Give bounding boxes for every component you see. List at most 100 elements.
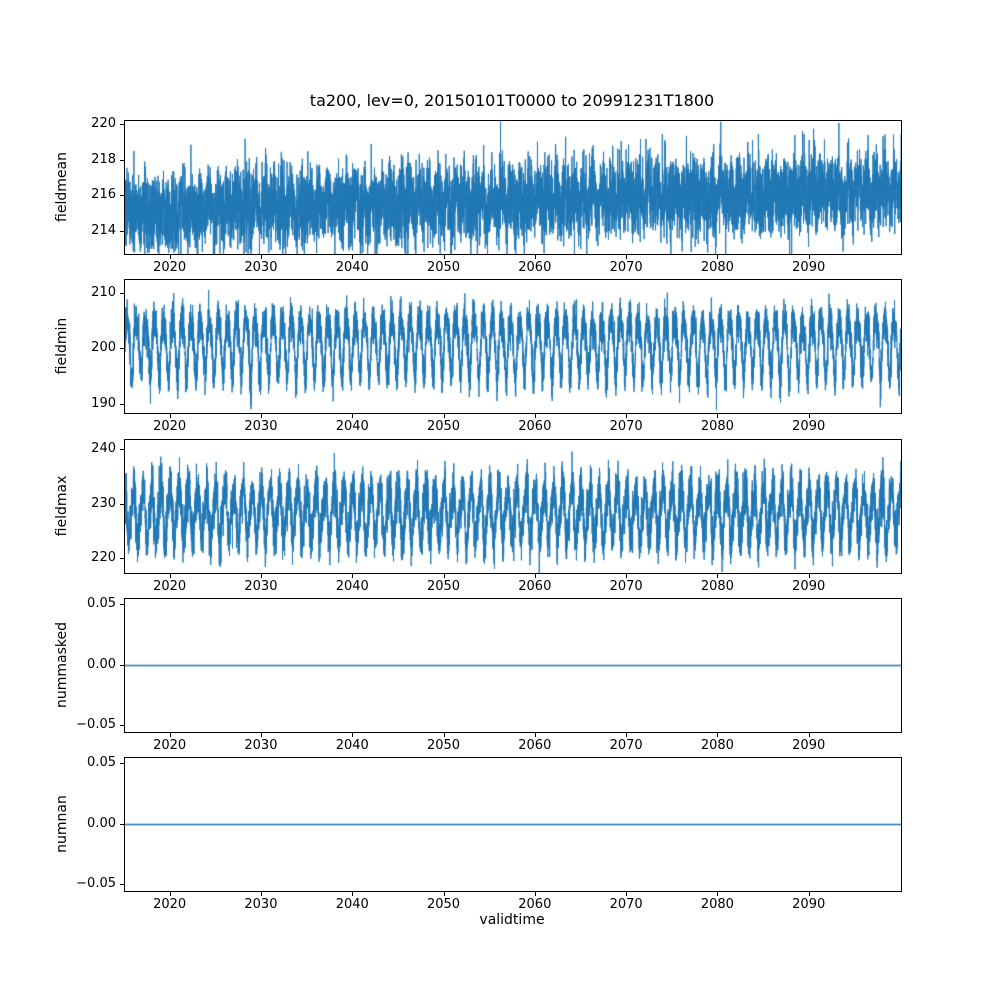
y-tick-label: 220 [91, 550, 116, 566]
y-tick-label: 190 [91, 395, 116, 411]
x-tick-label: 2040 [335, 579, 369, 594]
x-tick-mark [443, 414, 445, 418]
y-tick-label: −0.05 [76, 716, 116, 732]
x-tick-label: 2080 [700, 897, 734, 912]
y-tick-label: 214 [91, 223, 116, 239]
y-tick-label: 216 [91, 187, 116, 203]
x-tick-mark [352, 892, 354, 896]
x-tick-mark [626, 574, 628, 578]
x-tick-label: 2050 [426, 738, 461, 753]
x-tick-label: 2090 [792, 738, 826, 753]
subplot-fieldmax [124, 439, 902, 574]
y-tick-label: 0.05 [87, 596, 116, 612]
x-tick-mark [626, 892, 628, 896]
y-tick-label: 210 [91, 284, 116, 300]
y-tick-mark [120, 123, 124, 125]
x-tick-label: 2070 [609, 260, 643, 275]
plot-line-canvas-fieldmax [125, 440, 901, 573]
x-tick-label: 2030 [244, 579, 278, 594]
x-tick-mark [717, 733, 719, 737]
x-tick-label: 2020 [153, 897, 187, 912]
y-tick-label: 240 [91, 440, 116, 456]
x-tick-mark [717, 255, 719, 259]
x-tick-label: 2060 [518, 419, 552, 434]
x-tick-mark [808, 574, 810, 578]
x-tick-label: 2060 [518, 579, 552, 594]
x-tick-mark [534, 733, 536, 737]
x-tick-mark [443, 892, 445, 896]
x-tick-mark [352, 414, 354, 418]
x-tick-label: 2040 [335, 738, 369, 753]
subplot-fieldmin [124, 279, 902, 414]
y-tick-mark [120, 231, 124, 233]
x-tick-label: 2050 [426, 260, 461, 275]
plot-line-canvas-fieldmin [125, 280, 901, 413]
x-tick-mark [260, 414, 262, 418]
plot-line-canvas-fieldmean [125, 121, 901, 254]
x-tick-label: 2020 [153, 260, 187, 275]
x-tick-mark [626, 414, 628, 418]
x-tick-label: 2070 [609, 419, 643, 434]
x-tick-label: 2030 [244, 897, 278, 912]
x-tick-label: 2080 [700, 419, 734, 434]
x-tick-label: 2090 [792, 260, 826, 275]
x-tick-mark [260, 733, 262, 737]
y-tick-mark [120, 604, 124, 606]
plot-line-canvas-numnan [125, 758, 901, 891]
x-tick-label: 2090 [792, 579, 826, 594]
x-tick-mark [169, 733, 171, 737]
x-tick-mark [169, 574, 171, 578]
x-tick-mark [169, 414, 171, 418]
x-tick-label: 2040 [335, 419, 369, 434]
y-tick-mark [120, 664, 124, 666]
x-tick-label: 2030 [244, 738, 278, 753]
y-tick-mark [120, 448, 124, 450]
x-tick-label: 2040 [335, 897, 369, 912]
subplot-fieldmean [124, 120, 902, 255]
y-tick-mark [120, 292, 124, 294]
x-tick-label: 2080 [700, 579, 734, 594]
x-tick-label: 2050 [426, 419, 461, 434]
x-tick-label: 2050 [426, 579, 461, 594]
y-tick-label: −0.05 [76, 875, 116, 891]
x-tick-mark [808, 255, 810, 259]
y-tick-label: 200 [91, 340, 116, 356]
x-tick-label: 2030 [244, 419, 278, 434]
y-tick-label: 218 [91, 151, 116, 167]
x-tick-mark [443, 574, 445, 578]
x-tick-mark [260, 574, 262, 578]
x-tick-label: 2030 [244, 260, 278, 275]
x-tick-mark [717, 574, 719, 578]
y-tick-mark [120, 159, 124, 161]
x-tick-mark [260, 255, 262, 259]
y-tick-mark [120, 503, 124, 505]
x-tick-mark [352, 574, 354, 578]
x-tick-label: 2060 [518, 738, 552, 753]
x-tick-mark [534, 255, 536, 259]
x-tick-mark [443, 255, 445, 259]
subplot-numnan [124, 757, 902, 892]
subplot-nummasked [124, 598, 902, 733]
x-tick-mark [808, 414, 810, 418]
x-tick-label: 2070 [609, 738, 643, 753]
x-tick-mark [534, 414, 536, 418]
x-tick-label: 2070 [609, 579, 643, 594]
x-tick-label: 2050 [426, 897, 461, 912]
x-tick-mark [717, 414, 719, 418]
x-tick-label: 2020 [153, 579, 187, 594]
x-tick-mark [534, 574, 536, 578]
y-tick-label: 0.00 [87, 815, 116, 831]
x-tick-mark [169, 255, 171, 259]
y-tick-mark [120, 195, 124, 197]
y-tick-mark [120, 403, 124, 405]
x-tick-label: 2060 [518, 897, 552, 912]
x-tick-mark [808, 892, 810, 896]
x-tick-label: 2070 [609, 897, 643, 912]
x-tick-label: 2080 [700, 260, 734, 275]
x-tick-label: 2090 [792, 419, 826, 434]
x-axis-label: validtime [479, 912, 545, 928]
x-tick-label: 2020 [153, 419, 187, 434]
x-tick-mark [534, 892, 536, 896]
figure-title: ta200, lev=0, 20150101T0000 to 20991231T… [309, 91, 715, 110]
